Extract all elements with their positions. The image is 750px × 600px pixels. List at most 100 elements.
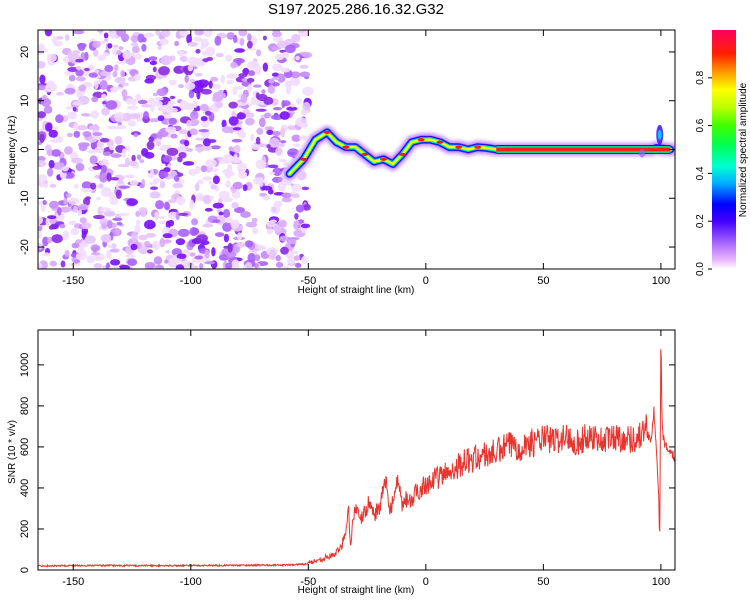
noise-blob: [196, 179, 204, 185]
hot-spot: [417, 138, 425, 142]
noise-blob: [44, 30, 53, 37]
noise-blob: [66, 193, 72, 198]
noise-blob: [261, 89, 266, 95]
noise-blob: [121, 89, 128, 98]
noise-blob: [256, 127, 264, 135]
noise-blob: [251, 217, 258, 223]
noise-blob: [237, 162, 247, 173]
noise-blob: [159, 38, 169, 46]
x-tick-label: 0: [423, 275, 429, 287]
y-tick-label: 10: [19, 95, 31, 107]
noise-blob: [45, 217, 50, 227]
noise-blob: [187, 64, 194, 72]
noise-blob: [156, 88, 168, 97]
noise-blob: [196, 61, 206, 66]
noise-blob: [236, 242, 246, 248]
noise-blob: [212, 202, 224, 209]
noise-blob: [107, 43, 113, 49]
noise-blob: [79, 217, 87, 224]
noise-blob: [287, 125, 297, 131]
noise-blob: [279, 143, 285, 148]
x-tick-label: -50: [300, 275, 316, 287]
noise-blob: [68, 201, 76, 205]
noise-blob: [301, 52, 313, 59]
noise-blob: [107, 244, 114, 249]
noise-blob: [280, 127, 285, 138]
noise-blob: [135, 219, 141, 225]
noise-blob: [64, 70, 75, 76]
noise-blob: [137, 33, 145, 43]
noise-blob: [231, 202, 239, 209]
noise-blob: [93, 263, 103, 269]
noise-blob: [90, 182, 97, 190]
noise-blob: [238, 170, 248, 179]
noise-blob: [231, 110, 236, 118]
noise-blob: [72, 30, 85, 35]
noise-blob: [99, 218, 109, 226]
noise-blob: [293, 255, 301, 261]
noise-blob: [88, 72, 98, 78]
noise-blob: [110, 259, 121, 266]
noise-blob: [90, 110, 100, 119]
noise-blob: [245, 261, 253, 269]
noise-blob: [81, 181, 92, 190]
noise-blob: [245, 112, 255, 118]
noise-blob: [295, 204, 305, 213]
noise-blob: [168, 257, 177, 268]
noise-blob: [105, 100, 118, 110]
noise-blob: [125, 145, 131, 152]
noise-blob: [267, 164, 279, 169]
noise-blob: [114, 136, 123, 145]
noise-blob: [114, 112, 124, 122]
noise-blob: [84, 71, 91, 77]
noise-blob: [272, 130, 281, 137]
noise-blob: [242, 184, 248, 192]
noise-blob: [38, 215, 43, 225]
noise-blob: [103, 32, 109, 39]
noise-blob: [302, 102, 311, 111]
y-tick-label: 200: [19, 520, 31, 538]
noise-blob: [148, 56, 158, 61]
colorbar-tick-label: 0.0: [695, 262, 706, 276]
noise-blob: [57, 206, 62, 216]
noise-blob: [120, 70, 125, 78]
y-tick-label: -20: [19, 239, 31, 255]
noise-blob: [254, 263, 259, 269]
colorbar-tick-label: 0.4: [695, 166, 706, 180]
noise-blob: [211, 168, 219, 173]
noise-blob: [266, 228, 274, 235]
noise-blob: [148, 118, 160, 123]
noise-blob: [186, 34, 193, 44]
noise-blob: [188, 56, 198, 66]
noise-blob: [68, 74, 76, 82]
noise-blob: [247, 84, 253, 93]
noise-blob: [262, 62, 269, 72]
noise-blob: [130, 243, 138, 251]
noise-blob: [84, 67, 90, 72]
noise-blob: [202, 50, 210, 56]
noise-blob: [92, 40, 101, 49]
noise-blob: [236, 86, 244, 90]
noise-blob: [231, 138, 243, 143]
noise-blob: [60, 260, 66, 268]
noise-blob: [47, 236, 53, 244]
noise-blob: [51, 149, 61, 157]
noise-blob: [115, 189, 122, 199]
noise-blob: [209, 195, 214, 201]
noise-blob: [38, 61, 46, 69]
noise-blob: [143, 58, 151, 63]
noise-blob: [278, 219, 287, 228]
noise-blob: [192, 100, 199, 108]
noise-blob: [226, 32, 235, 40]
noise-blob: [291, 33, 301, 43]
noise-blob: [226, 73, 238, 79]
noise-blob: [300, 108, 308, 116]
noise-blob: [38, 242, 43, 250]
snr-y-ticks: 0 200 400 600 800 1000: [19, 353, 675, 573]
noise-blob: [218, 211, 224, 216]
noise-blob: [234, 48, 245, 53]
noise-blob: [98, 160, 110, 166]
spectrogram-y-ticks: -20 -10 0 10 20: [19, 46, 675, 255]
noise-blob: [236, 232, 243, 241]
noise-blob: [200, 165, 207, 173]
